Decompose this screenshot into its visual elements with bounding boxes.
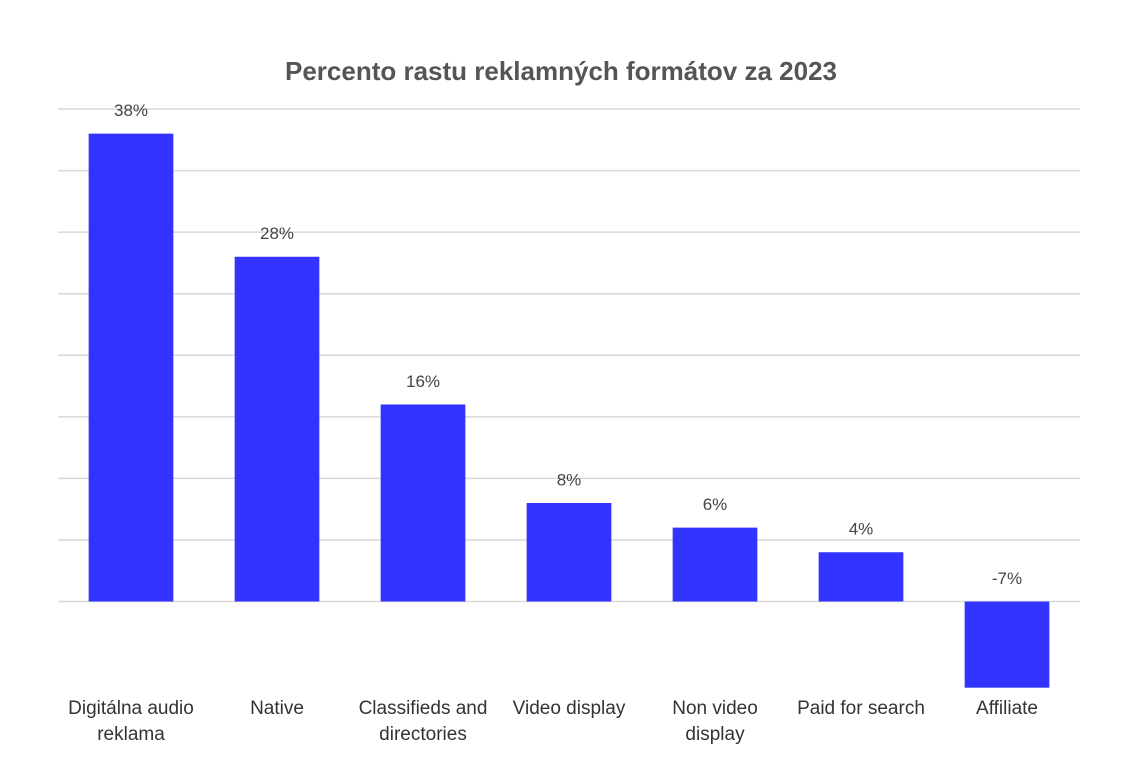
bar xyxy=(88,133,174,602)
x-tick-label: Native xyxy=(250,697,304,719)
value-label: 8% xyxy=(557,470,582,489)
x-tick-label: Classifieds and directories xyxy=(358,697,488,745)
chart-title: Percento rastu reklamných formátov za 20… xyxy=(285,56,837,86)
bar xyxy=(380,404,466,602)
value-label: 4% xyxy=(849,520,874,539)
value-label: 6% xyxy=(703,495,728,514)
bar xyxy=(672,527,758,602)
x-tick-label: Paid for search xyxy=(797,697,925,719)
bar xyxy=(526,503,612,602)
bar xyxy=(818,552,904,602)
value-label: 28% xyxy=(260,224,294,243)
bar xyxy=(234,256,320,602)
x-tick-label: Digitálna audio reklama xyxy=(68,697,194,745)
value-label: 16% xyxy=(406,372,440,391)
value-label: -7% xyxy=(992,569,1022,588)
x-tick-label: Video display xyxy=(512,697,626,719)
bar xyxy=(964,601,1050,688)
x-tick-label: Affiliate xyxy=(976,697,1038,719)
x-tick-label: Non video display xyxy=(672,697,758,745)
value-label: 38% xyxy=(114,101,148,120)
